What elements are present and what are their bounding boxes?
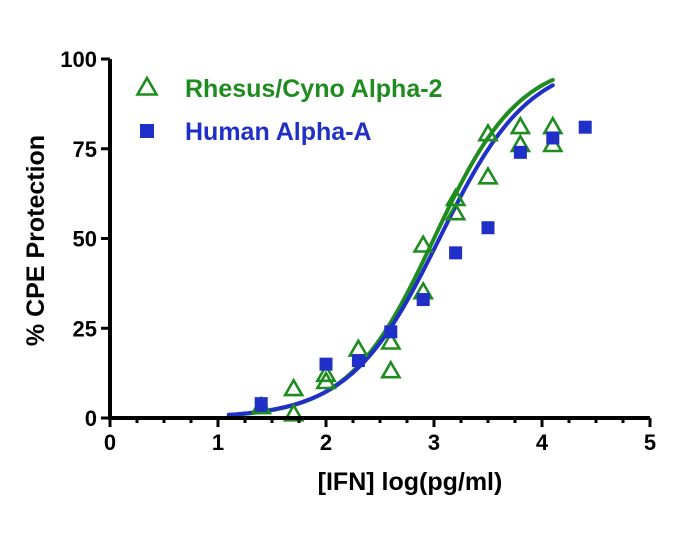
x-tick-label: 1 [212, 430, 224, 455]
data-point-triangle [477, 165, 499, 185]
x-tick-label: 0 [104, 430, 116, 455]
legend: Rhesus/Cyno Alpha-2 Human Alpha-A [135, 75, 442, 146]
data-point-triangle [380, 359, 402, 379]
data-point-triangle [347, 338, 370, 357]
data-point-square [546, 131, 560, 145]
y-tick-label: 25 [73, 316, 97, 341]
data-point-triangle [315, 363, 337, 383]
data-point-square [513, 145, 527, 159]
data-point-triangle [282, 402, 305, 422]
data-point-square [449, 246, 463, 260]
data-point-triangle [412, 234, 435, 253]
data-point-square [578, 120, 592, 134]
x-tick-label: 4 [536, 430, 549, 455]
data-point-square [351, 354, 365, 368]
data-point-triangle [509, 115, 532, 135]
data-point-square [384, 325, 398, 339]
legend-marker-triangle [135, 75, 159, 96]
legend-label: Rhesus/Cyno Alpha-2 [185, 75, 442, 103]
x-axis-title: [IFN] log(pg/ml) [318, 468, 503, 496]
data-points-layer [250, 115, 592, 422]
data-point-square [254, 397, 268, 411]
legend-label: Human Alpha-A [185, 118, 372, 146]
y-tick-label: 0 [85, 406, 97, 431]
axes-layer [108, 59, 650, 420]
x-tick-label: 2 [320, 430, 332, 455]
data-point-triangle [444, 187, 467, 207]
data-point-triangle [282, 377, 305, 397]
data-point-triangle [477, 122, 499, 142]
y-tick-label: 75 [73, 137, 97, 162]
data-point-square [416, 293, 430, 307]
data-point-triangle [542, 115, 564, 135]
x-tick-label: 5 [644, 430, 656, 455]
x-tick-label: 3 [428, 430, 440, 455]
y-axis-title: % CPE Protection [22, 135, 50, 346]
legend-marker-square [140, 124, 154, 138]
data-point-square [319, 357, 333, 371]
data-point-square [481, 221, 495, 235]
y-tick-label: 50 [73, 227, 97, 252]
data-point-triangle [380, 330, 402, 350]
y-tick-label: 100 [60, 47, 97, 72]
data-point-triangle [444, 201, 467, 221]
